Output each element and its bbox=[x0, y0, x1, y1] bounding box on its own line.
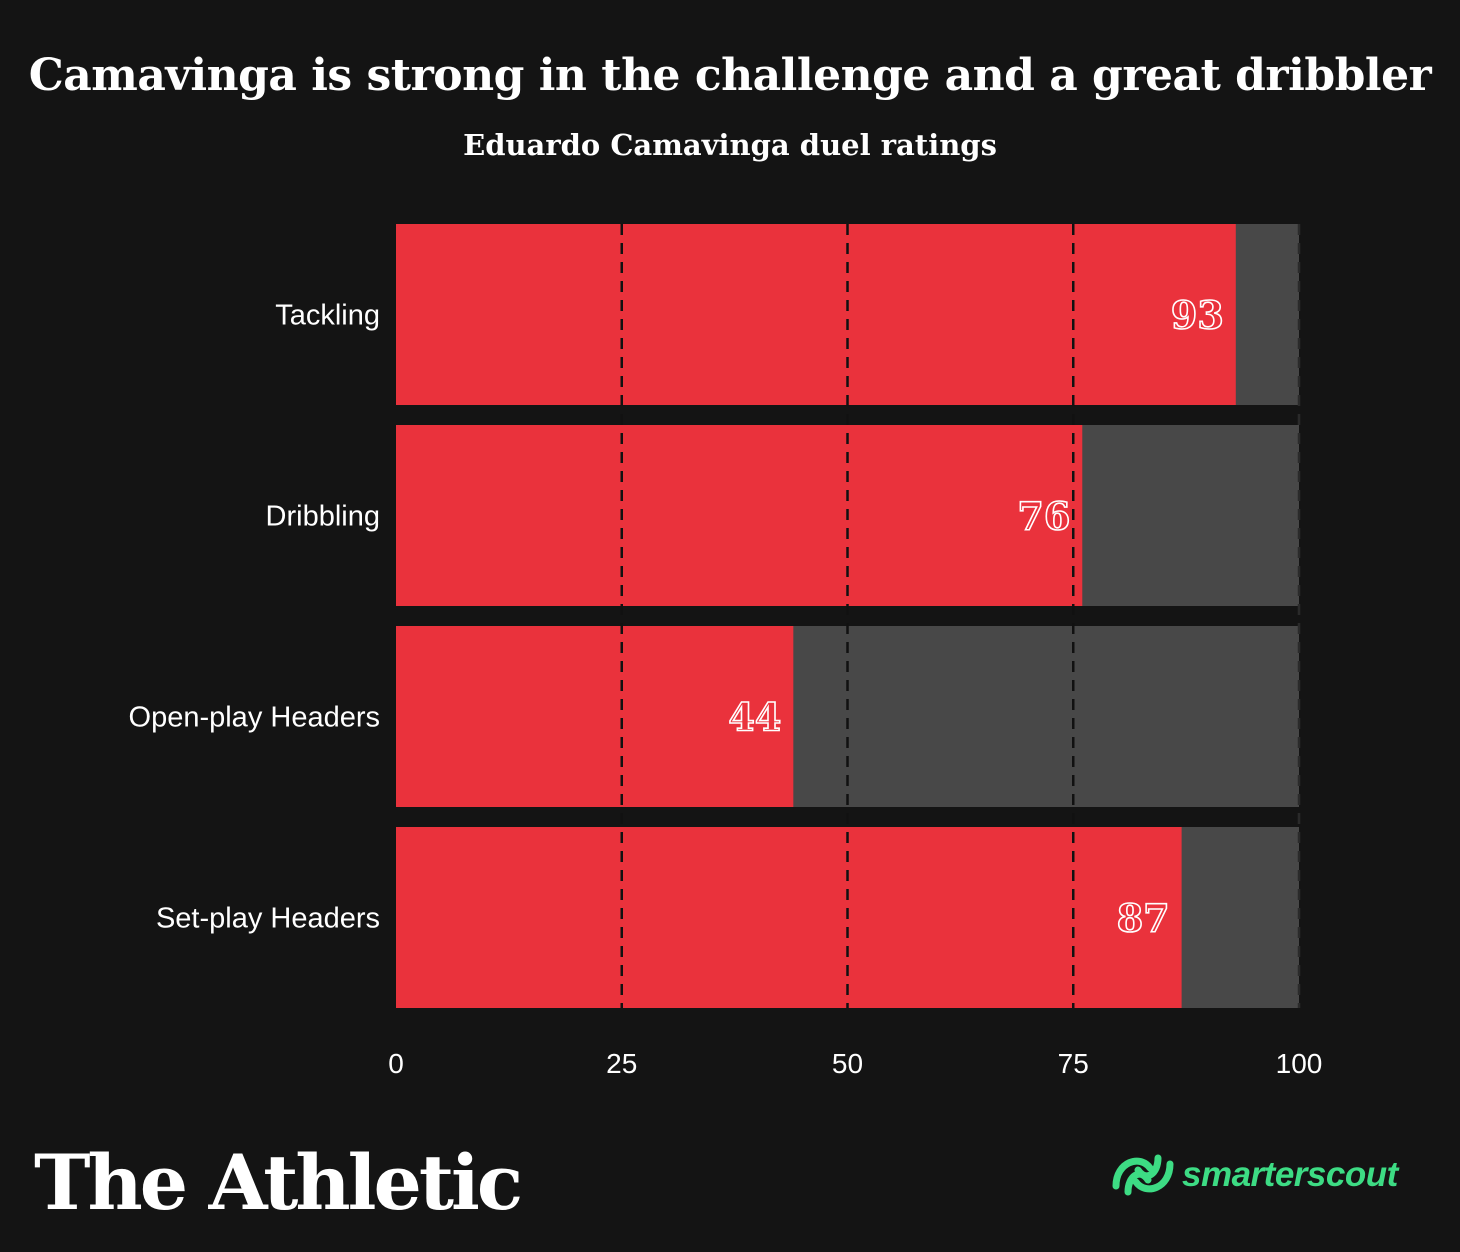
category-label: Open-play Headers bbox=[129, 702, 380, 734]
x-tick-label: 100 bbox=[1276, 1048, 1323, 1079]
value-label: 76 bbox=[1017, 494, 1070, 539]
category-label: Set-play Headers bbox=[156, 903, 380, 935]
chart-title: Camavinga is strong in the challenge and… bbox=[28, 50, 1432, 101]
category-label: Dribbling bbox=[266, 501, 380, 533]
x-tick-label: 50 bbox=[832, 1048, 863, 1079]
x-tick-label: 0 bbox=[388, 1048, 404, 1079]
bar bbox=[396, 626, 794, 807]
bar bbox=[396, 827, 1182, 1008]
value-label: 87 bbox=[1117, 896, 1170, 941]
partner-logo: smarterscout bbox=[1110, 1146, 1398, 1204]
partner-name: smarterscout bbox=[1182, 1155, 1398, 1194]
value-label: 93 bbox=[1171, 293, 1224, 338]
category-label: Tackling bbox=[275, 300, 380, 332]
smarterscout-logo-icon bbox=[1112, 1154, 1174, 1196]
x-tick-label: 75 bbox=[1058, 1048, 1089, 1079]
bar bbox=[396, 425, 1083, 606]
value-label: 44 bbox=[728, 695, 781, 740]
publisher-logo: The Athletic bbox=[34, 1138, 523, 1227]
x-tick-label: 25 bbox=[606, 1048, 637, 1079]
bar bbox=[396, 224, 1236, 405]
chart-subtitle: Eduardo Camavinga duel ratings bbox=[463, 128, 997, 162]
